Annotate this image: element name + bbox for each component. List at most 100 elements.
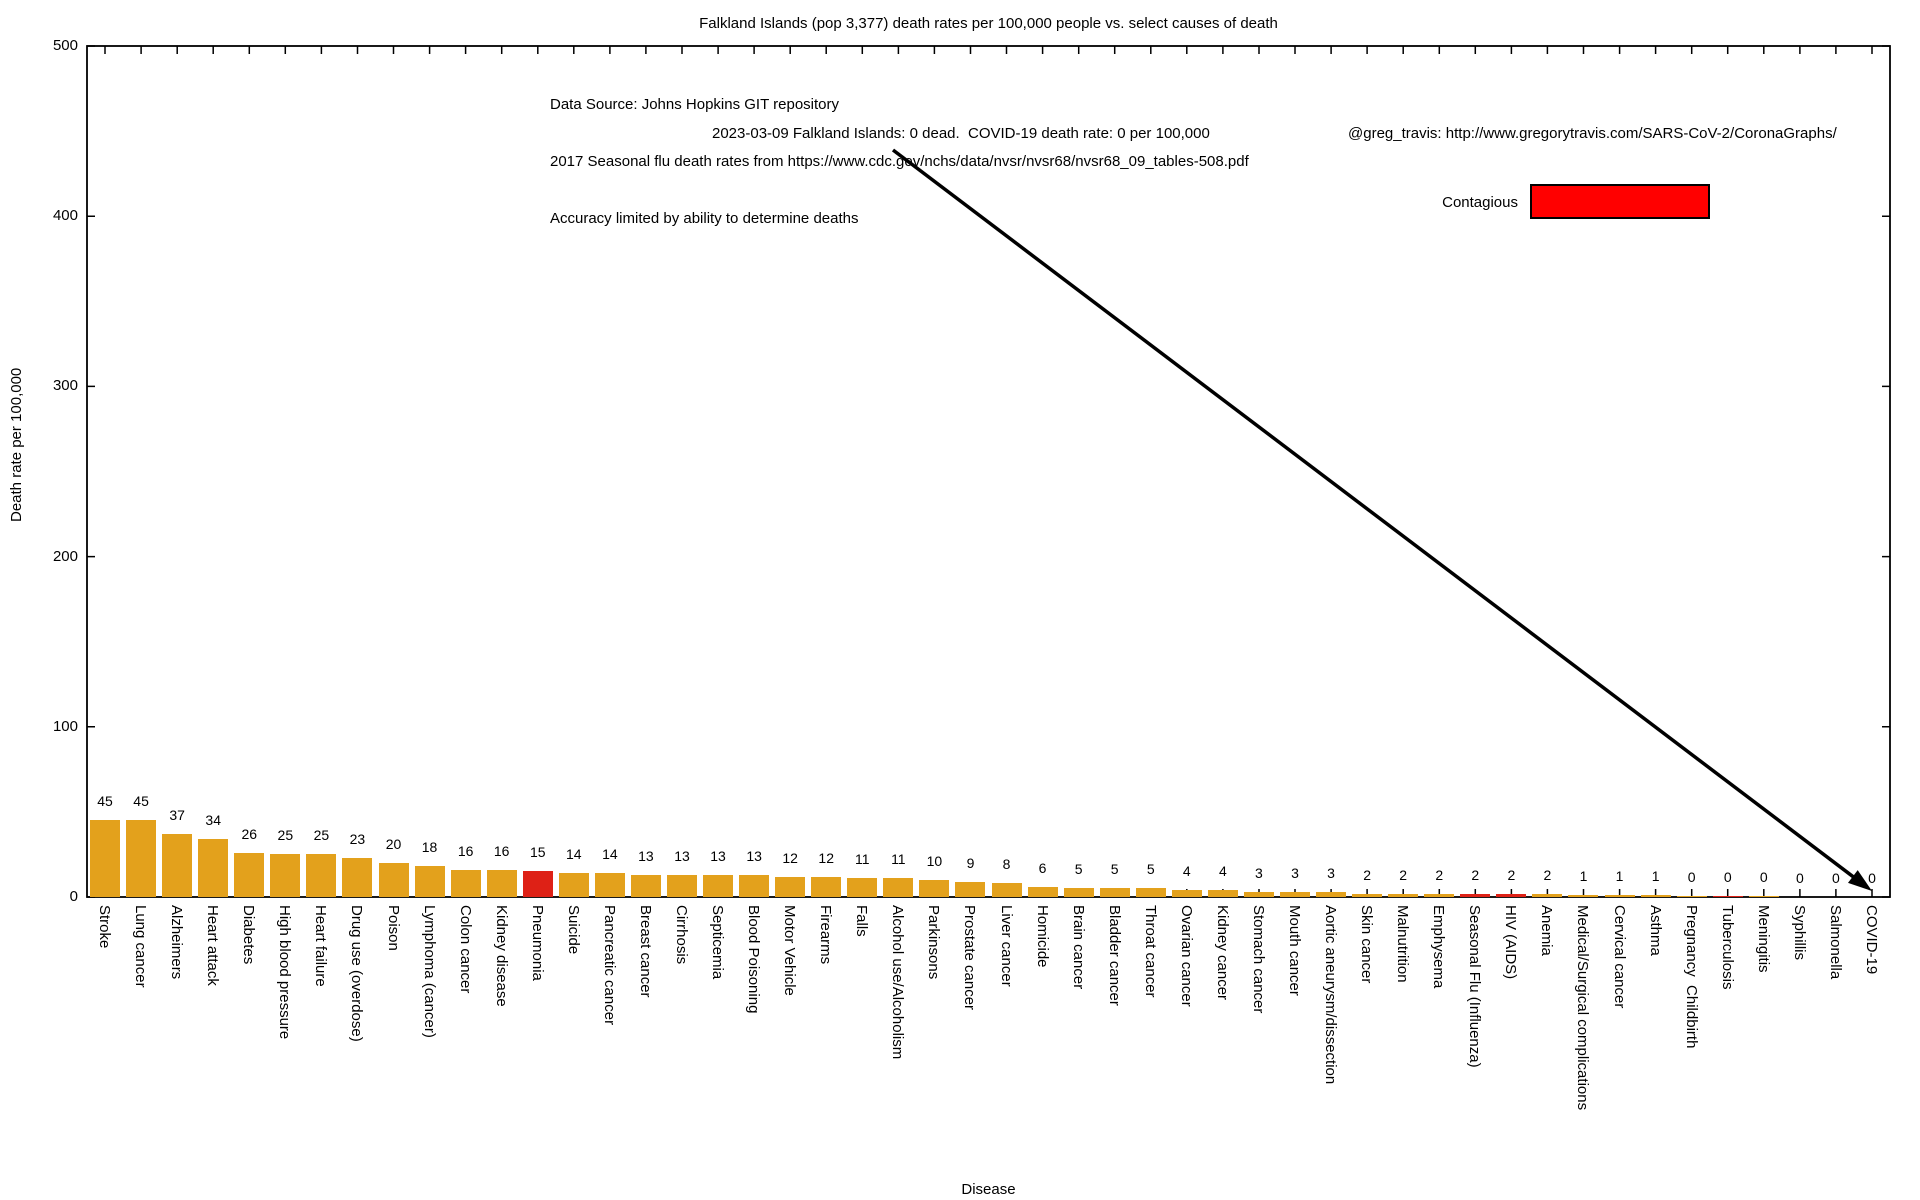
bar-value-label: 0 <box>1795 870 1804 886</box>
bar <box>739 874 770 897</box>
bar <box>1316 891 1347 897</box>
bar <box>883 878 914 897</box>
bar-value-label: 12 <box>818 849 834 866</box>
category-label: Blood Poisoning <box>745 905 763 1014</box>
bar <box>1135 888 1166 897</box>
bar <box>847 878 878 897</box>
bar <box>1063 888 1094 897</box>
bar <box>450 869 481 897</box>
bar-value-label: 25 <box>313 827 330 844</box>
y-tick-label: 300 <box>52 377 78 395</box>
bar <box>1099 888 1130 897</box>
bar-value-label: 45 <box>97 793 113 810</box>
bar-value-label: 2 <box>1543 866 1552 883</box>
category-label: Motor Vehicle <box>781 905 799 996</box>
bar-value-label: 23 <box>349 830 366 847</box>
bar-value-label: 15 <box>529 844 546 861</box>
x-axis-label: Disease <box>961 1181 1016 1198</box>
category-label: Syphillis <box>1790 905 1808 961</box>
bar-value-label: 5 <box>1074 861 1083 878</box>
bar <box>811 876 842 897</box>
bar <box>666 874 697 897</box>
bar <box>991 883 1022 897</box>
category-label: Heart attack <box>204 905 222 986</box>
bar-value-label: 13 <box>674 847 690 864</box>
bar <box>234 852 265 897</box>
bar-contagious <box>522 871 553 897</box>
bar <box>630 874 661 897</box>
bar-value-label: 2 <box>1435 866 1444 883</box>
category-label: Liver cancer <box>997 905 1015 987</box>
category-label: Lymphoma (cancer) <box>420 905 438 1038</box>
bar-value-label: 1 <box>1615 868 1624 885</box>
bar <box>126 820 157 897</box>
bar <box>1027 886 1058 897</box>
y-tick-label: 200 <box>52 547 78 565</box>
bar <box>1388 893 1419 897</box>
bar-value-label: 5 <box>1110 861 1119 878</box>
bar <box>1604 895 1635 897</box>
category-label: Alzheimers <box>168 905 186 980</box>
bar-value-label: 4 <box>1182 863 1191 880</box>
category-label: Homicide <box>1033 905 1051 968</box>
bar <box>919 879 950 897</box>
bar <box>342 857 373 897</box>
category-label: Prostate cancer <box>961 905 979 1011</box>
bar-value-label: 0 <box>1723 868 1732 885</box>
category-label: Septicemia <box>709 905 727 980</box>
chart-title: Falkland Islands (pop 3,377) death rates… <box>699 15 1278 32</box>
bar-contagious <box>1496 893 1527 897</box>
category-label: Suicide <box>564 905 582 955</box>
category-label: Bladder cancer <box>1105 905 1123 1006</box>
bar-value-label: 14 <box>566 846 582 863</box>
category-label: Salmonella <box>1826 905 1844 980</box>
bar-value-label: 6 <box>1038 859 1047 876</box>
bar <box>955 881 986 897</box>
bar-value-label: 3 <box>1255 864 1263 881</box>
category-label: Poison <box>384 905 402 951</box>
category-label: Stroke <box>96 905 114 949</box>
bar-value-label: 26 <box>241 825 258 842</box>
bar <box>378 862 409 897</box>
bar <box>270 854 301 897</box>
category-label: Stomach cancer <box>1249 905 1267 1014</box>
bar <box>1207 890 1238 897</box>
bar-value-label: 2 <box>1471 866 1480 883</box>
category-label: Parkinsons <box>925 905 943 980</box>
category-label: Skin cancer <box>1358 905 1376 984</box>
bar <box>1424 893 1455 897</box>
bar-value-label: 0 <box>1759 868 1768 885</box>
bar-value-label: 0 <box>1868 870 1876 886</box>
category-label: Breast cancer <box>636 905 654 998</box>
y-tick-label: 100 <box>52 717 78 735</box>
category-label: Anemia <box>1538 905 1556 956</box>
bar-value-label: 4 <box>1218 863 1227 880</box>
bar-value-label: 13 <box>710 847 726 864</box>
bar-value-label: 0 <box>1832 870 1840 886</box>
bar-value-label: 45 <box>133 793 149 810</box>
bar <box>198 839 229 897</box>
bar-value-label: 10 <box>926 852 943 869</box>
category-label: Falls <box>853 905 871 937</box>
y-tick-label: 400 <box>52 207 78 225</box>
category-label: Pregnancy Childbirth <box>1682 905 1700 1049</box>
bar-value-label: 2 <box>1399 866 1408 883</box>
data-source-note: Data Source: Johns Hopkins GIT repositor… <box>550 57 1249 266</box>
category-label: Cervical cancer <box>1610 905 1628 1009</box>
bar-value-label: 11 <box>891 851 906 868</box>
bar-value-label: 1 <box>1651 868 1660 885</box>
covid-status-annotation: 2023-03-09 Falkland Islands: 0 dead. COV… <box>712 125 1210 142</box>
bar-value-label: 2 <box>1363 866 1372 883</box>
bar-value-label: 8 <box>1002 856 1011 873</box>
category-label: Colon cancer <box>456 905 474 994</box>
legend-label-contagious: Contagious <box>1442 194 1518 211</box>
bar-contagious <box>1460 893 1491 897</box>
category-label: Malnutrition <box>1394 905 1412 983</box>
bar <box>162 834 193 897</box>
bar <box>414 866 445 897</box>
category-label: Brain cancer <box>1069 905 1087 990</box>
category-label: Alcohol use/Alcoholism <box>889 905 907 1060</box>
data-source-line-1: Data Source: Johns Hopkins GIT repositor… <box>550 96 840 113</box>
bar <box>1676 895 1707 897</box>
bar-value-label: 3 <box>1327 864 1335 881</box>
